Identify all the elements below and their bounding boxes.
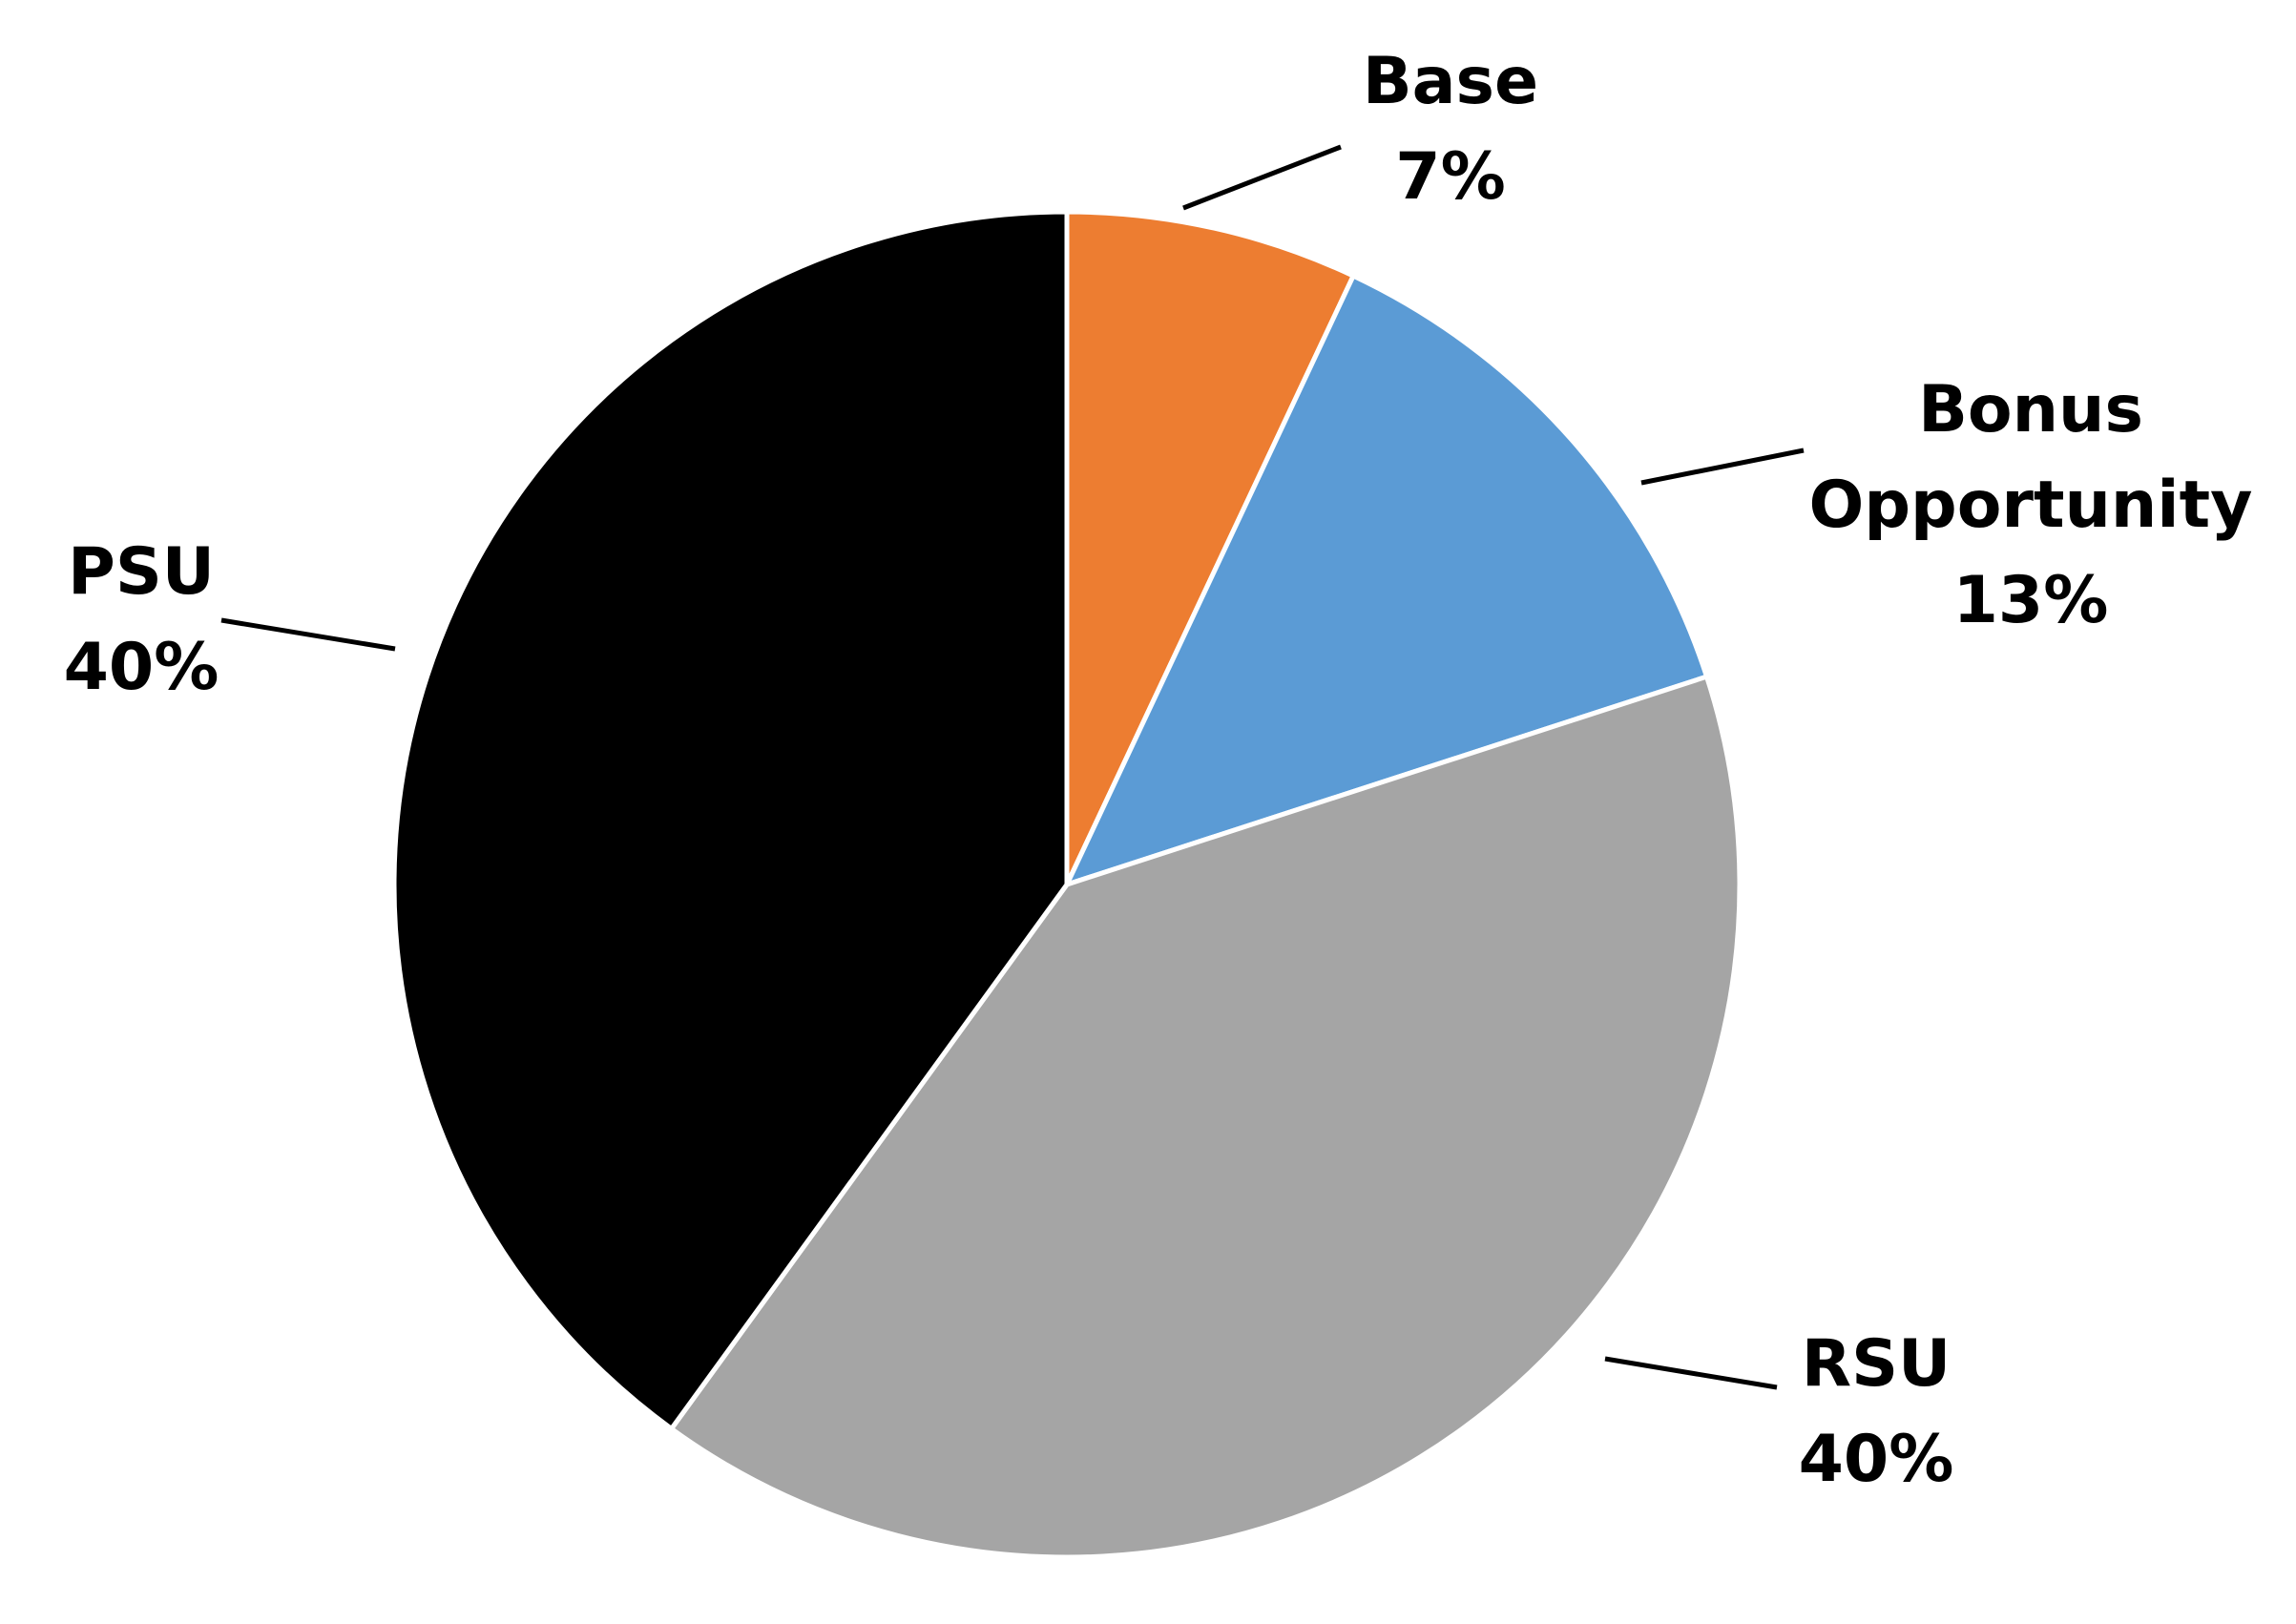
data-label-category: PSU — [68, 534, 215, 610]
data-label-category: Opportunity — [1809, 468, 2253, 543]
data-label-value: 13% — [1953, 563, 2109, 638]
slices-layer — [391, 209, 1743, 1560]
leader-line-psu — [220, 617, 396, 652]
data-label-value: 7% — [1395, 139, 1505, 215]
pie-slice-psu — [391, 209, 1070, 1431]
pie-slice-rsu — [669, 674, 1743, 1560]
leader-lines-layer — [220, 144, 1805, 1390]
data-label-category: RSU — [1802, 1326, 1952, 1402]
data-labels-layer: Base 7% Bonus Opportunity 13% RSU 40% PSU 40% — [64, 44, 2253, 1497]
data-label-category: Bonus — [1918, 372, 2143, 448]
data-label-rsu: RSU 40% — [1799, 1326, 1954, 1497]
data-label-value: 40% — [1799, 1422, 1954, 1497]
pie-slice-base — [1064, 209, 1356, 887]
data-label-category: Base — [1363, 44, 1538, 119]
leader-line-rsu — [1604, 1356, 1778, 1390]
leader-line-bonus-opportunity — [1640, 448, 1805, 486]
pie-slice-bonus-opportunity — [1064, 273, 1709, 887]
data-label-base: Base 7% — [1363, 44, 1538, 215]
data-label-value: 40% — [64, 630, 219, 705]
leader-line-base — [1182, 144, 1342, 211]
data-label-psu: PSU 40% — [64, 534, 219, 705]
data-label-bonus-opportunity: Bonus Opportunity 13% — [1809, 372, 2253, 638]
